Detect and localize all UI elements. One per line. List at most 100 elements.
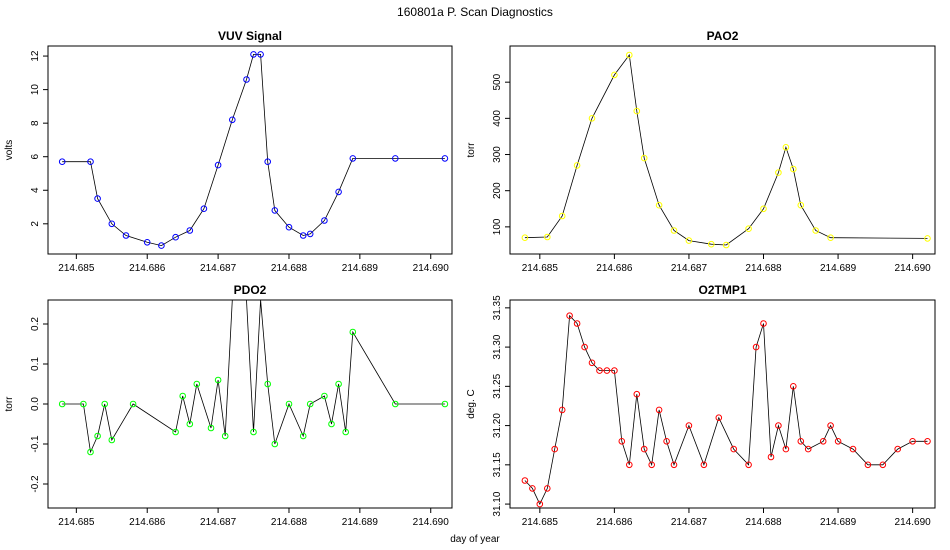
data-point [551,445,559,453]
y-tick-label: 300 [492,146,503,163]
y-tick-label: 100 [492,218,503,235]
series-line [62,299,445,454]
y-tick-label: 0.1 [30,357,41,371]
data-point [655,406,663,414]
data-point [544,233,551,241]
data-point [158,242,165,249]
data-point [441,155,449,162]
y-tick-label: -0.1 [30,435,41,453]
data-point [186,420,194,428]
data-point [790,383,797,390]
data-point [342,428,350,436]
data-point [271,207,279,214]
y-axis-label: volts [4,140,15,161]
data-point [834,438,842,445]
y-axis-label: torr [4,396,15,412]
data-point [271,440,279,448]
data-point [321,217,328,224]
series-line [62,54,445,247]
data-point [349,328,357,336]
data-point [924,438,931,445]
x-tick-label: 214.685 [58,263,95,274]
data-point [864,461,872,469]
data-point [685,422,693,429]
data-point [566,312,573,320]
data-point [879,461,887,469]
data-point [849,445,857,453]
x-tick-label: 214.685 [58,517,95,528]
data-point [573,320,581,327]
data-point [285,400,293,408]
data-point [200,205,208,212]
panel-3: O2TMP1 deg. C 214.685 214.686 214.687 214.688… [466,283,936,528]
x-tick-label: 214.688 [271,263,308,274]
data-point [243,76,250,83]
data-point [775,422,782,429]
data-point [179,392,186,400]
x-tick-label: 214.690 [413,517,450,528]
data-point [529,485,536,492]
y-tick-label: 6 [30,153,41,159]
data-point [143,239,151,246]
x-tick-label: 214.687 [671,263,708,274]
data-point [626,51,633,59]
data-point [558,212,566,220]
data-point [122,232,130,239]
data-point [924,235,931,242]
data-point [640,154,648,162]
y-tick-label: 200 [492,182,503,199]
data-point [760,205,767,213]
data-point [626,461,633,469]
x-tick-label: 214.688 [271,517,308,528]
y-tick-label: 31.30 [492,334,503,359]
y-tick-label: 2 [30,221,41,227]
data-point [264,380,272,388]
x-tick-label: 214.686 [596,263,633,274]
data-point [58,400,66,408]
y-tick-label: 31.15 [492,452,503,477]
data-point [782,144,790,151]
x-tick-label: 214.690 [413,263,450,274]
data-point [588,359,596,367]
data-point [611,367,618,374]
data-point [797,201,805,209]
data-point [708,240,715,248]
y-tick-label: 8 [30,120,41,126]
data-point [335,188,342,196]
plot-frame [47,45,453,255]
data-point [782,445,790,453]
data-point [797,438,805,445]
x-tick-label: 214.686 [596,517,633,528]
plot-frame [509,299,936,509]
data-point [521,477,529,484]
data-point [722,241,730,249]
data-point [558,406,566,414]
data-point [250,428,257,436]
data-point [685,237,693,244]
data-point [207,424,215,432]
data-point [909,438,916,445]
data-point [581,343,588,351]
data-point [94,195,101,202]
data-point [285,223,293,231]
data-point [633,107,641,115]
x-tick-label: 214.687 [200,517,237,528]
data-point [536,500,544,508]
data-point [827,234,834,241]
x-tick-label: 214.686 [129,517,166,528]
data-point [827,422,834,429]
data-point [760,320,767,327]
data-point [730,445,738,453]
figure-xlabel: day of year [450,534,500,545]
y-tick-label: 31.10 [492,491,503,516]
x-tick-label: 214.688 [745,517,782,528]
data-point [745,225,752,232]
data-point [611,71,618,79]
figure-title: 160801a P. Scan Diagnostics [397,5,553,19]
data-point [715,414,723,422]
data-point [618,438,626,445]
y-tick-label: 10 [30,84,41,96]
x-tick-label: 214.690 [895,263,932,274]
data-point [670,461,678,469]
